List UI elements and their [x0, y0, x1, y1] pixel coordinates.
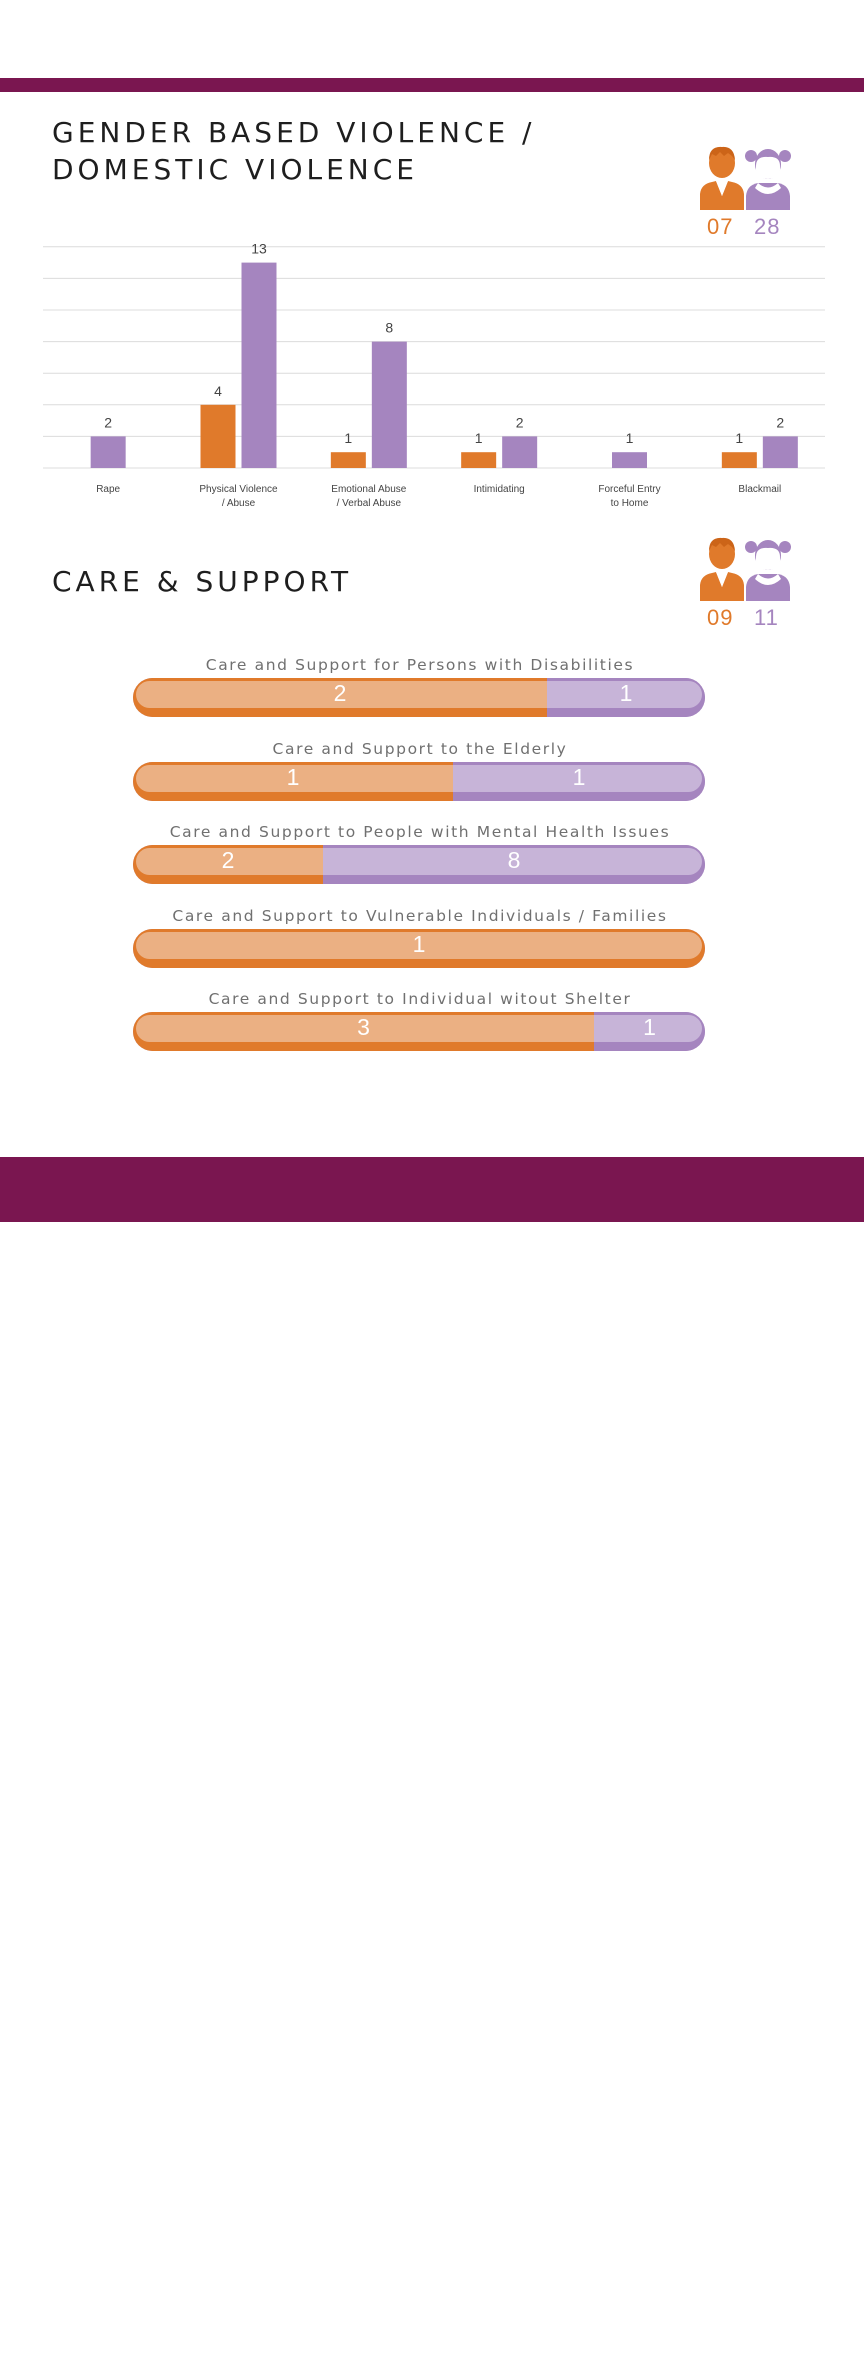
care-bar-item: Care and Support to Vulnerable Individua… — [0, 907, 864, 987]
data-label: 13 — [251, 241, 267, 257]
male-segment-face — [136, 681, 547, 708]
male-segment-face — [136, 848, 323, 875]
category-label: Blackmail — [738, 484, 781, 495]
female-value: 1 — [572, 763, 586, 790]
category-label: Forceful Entry to Home — [598, 484, 660, 509]
female-segment: 1 — [453, 761, 705, 801]
data-label: 4 — [214, 383, 222, 399]
female-value: 8 — [507, 847, 521, 873]
care-bar-label: Care and Support to People with Mental H… — [169, 823, 671, 841]
male-person-icon — [700, 146, 744, 210]
data-label: 1 — [626, 430, 634, 446]
male-value: 1 — [412, 930, 426, 957]
bar — [762, 436, 798, 468]
care-bar-item: Care and Support to People with Mental H… — [0, 823, 864, 903]
gbv-title: GENDER BASED VIOLENCE / DOMESTIC VIOLENC… — [52, 114, 536, 188]
gbv-title-line-2: DOMESTIC VIOLENCE — [52, 153, 418, 186]
bar — [90, 436, 126, 468]
female-segment-face — [323, 848, 702, 875]
category-label-line: Physical Violence — [199, 484, 278, 495]
bar — [330, 452, 366, 468]
category-label-line: to Home — [611, 498, 649, 509]
page-number: 2 — [773, 2335, 788, 2365]
male-segment-face — [136, 1015, 594, 1042]
gbv-male-count: 07 — [707, 214, 734, 239]
data-label: 2 — [516, 414, 524, 430]
data-label: 2 — [776, 414, 784, 430]
care-female-count: 11 — [754, 605, 779, 630]
care-bar-item: Care and Support for Persons with Disabi… — [0, 656, 864, 736]
category-label: Physical Violence / Abuse — [199, 484, 278, 509]
female-segment: 1 — [594, 1012, 705, 1051]
male-value: 3 — [357, 1014, 370, 1040]
male-value: 2 — [221, 847, 235, 873]
male-segment: 1 — [133, 761, 453, 801]
care-bar-label: Care and Support to Individual witout Sh… — [208, 990, 632, 1008]
category-label: Intimidating — [474, 484, 525, 495]
data-label: 8 — [385, 320, 393, 336]
category-label-line: Intimidating — [474, 484, 525, 495]
category-label: Rape — [96, 484, 120, 495]
data-label: 1 — [475, 430, 483, 446]
female-value: 1 — [619, 680, 633, 706]
male-segment: 3 — [133, 1012, 594, 1051]
data-label: 1 — [735, 430, 743, 446]
category-label-line: Emotional Abuse — [331, 484, 406, 495]
care-bar-label: Care and Support to Vulnerable Individua… — [172, 906, 668, 925]
female-value: 1 — [643, 1014, 656, 1040]
care-bar-label: Care and Support to the Elderly — [272, 739, 568, 758]
bar — [200, 404, 236, 468]
female-segment: 1 — [547, 678, 705, 717]
female-segment-face — [594, 1015, 702, 1042]
care-bar-item: Care and Support to the Elderly 1 1 — [0, 740, 864, 820]
care-male-count: 09 — [707, 605, 734, 630]
gbv-gender-totals: 07 28 — [697, 142, 797, 252]
bar — [612, 452, 647, 468]
bottom-band: 2 — [0, 1157, 864, 2365]
category-label-line: Rape — [96, 484, 120, 495]
category-label: Emotional Abuse / Verbal Abuse — [331, 484, 406, 509]
female-segment: 8 — [323, 845, 705, 884]
male-segment: 2 — [133, 845, 323, 884]
category-label-line: / Verbal Abuse — [337, 498, 402, 509]
data-label: 1 — [344, 430, 352, 446]
bar — [721, 452, 757, 468]
male-segment-face — [136, 764, 453, 792]
male-segment: 1 — [133, 928, 705, 968]
category-label-line: / Abuse — [222, 498, 256, 509]
gbv-title-line-1: GENDER BASED VIOLENCE / — [52, 116, 536, 149]
female-segment-face — [547, 681, 702, 708]
care-bar-track: 1 — [133, 928, 705, 968]
care-gender-totals: 09 11 — [697, 533, 797, 643]
category-label-line: Blackmail — [738, 484, 781, 495]
care-title: CARE & SUPPORT — [52, 565, 353, 598]
female-person-icon — [745, 149, 791, 210]
gbv-bar-chart: 2 Rape 4 13 Physical Violence / Abuse 1 8 Emotio… — [43, 241, 825, 509]
male-value: 1 — [286, 763, 300, 790]
female-person-icon — [745, 540, 791, 601]
bar — [241, 262, 277, 468]
data-label: 2 — [104, 414, 112, 430]
male-value: 2 — [333, 680, 347, 706]
female-segment-face — [453, 764, 702, 792]
male-segment-face — [136, 931, 702, 959]
gbv-female-count: 28 — [754, 214, 781, 239]
male-person-icon — [700, 537, 744, 601]
care-bar-label: Care and Support for Persons with Disabi… — [205, 656, 635, 674]
bar — [371, 341, 407, 468]
bar — [461, 452, 497, 468]
category-label-line: Forceful Entry — [598, 484, 660, 495]
top-band — [0, 78, 864, 92]
care-bar-item: Care and Support to Individual witout Sh… — [0, 990, 864, 1070]
male-segment: 2 — [133, 678, 547, 717]
bar — [502, 436, 538, 468]
